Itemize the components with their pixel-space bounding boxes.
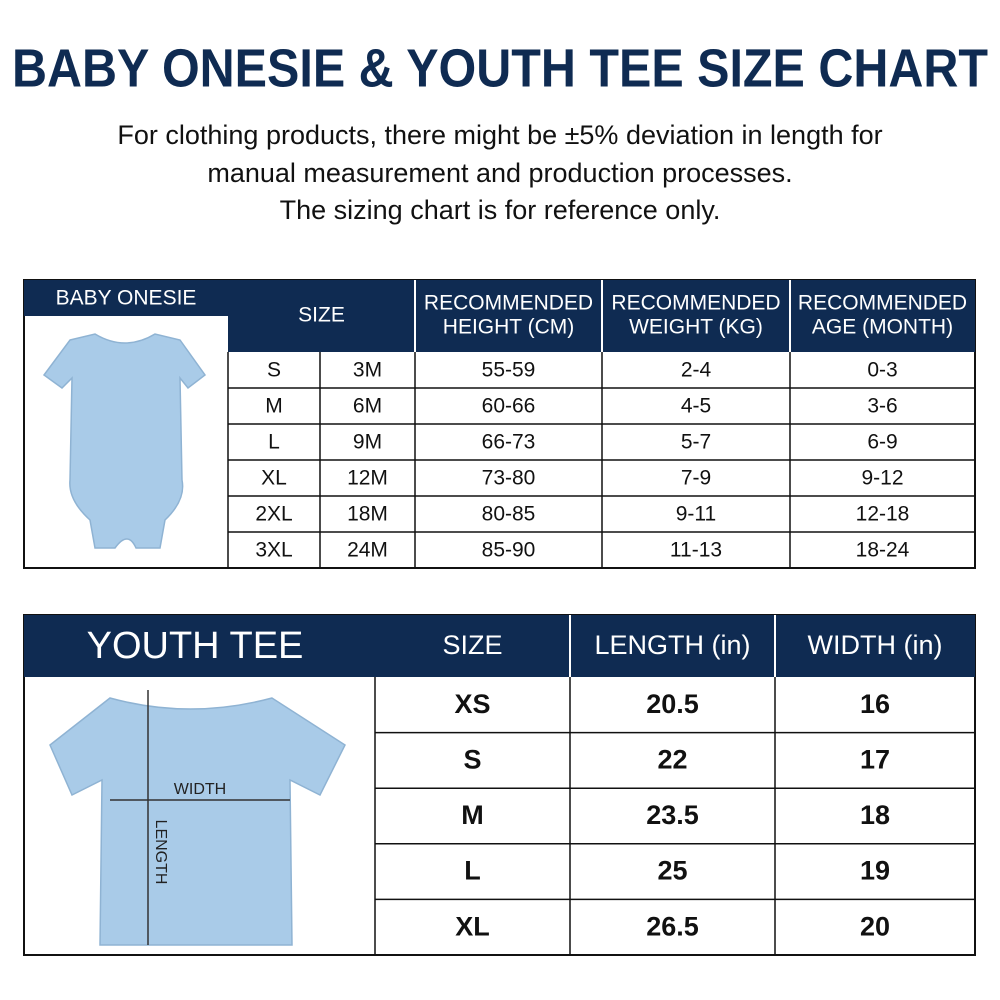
youth-cell: 18 xyxy=(860,800,890,830)
youth-header-bg xyxy=(375,615,975,677)
tee-illustration xyxy=(49,697,346,946)
youth-header: SIZE xyxy=(442,630,502,660)
baby-header: AGE (MONTH) xyxy=(812,316,953,339)
baby-cell: 6-9 xyxy=(867,431,897,454)
youth-cell: 16 xyxy=(860,689,890,719)
youth-cell: L xyxy=(464,856,481,886)
youth-cell: S xyxy=(463,745,481,775)
baby-cell: 85-90 xyxy=(482,539,536,562)
baby-cell: 80-85 xyxy=(482,503,536,526)
baby-cell: 2XL xyxy=(255,503,292,526)
youth-cell: 20.5 xyxy=(646,689,699,719)
baby-cell: 6M xyxy=(353,395,382,418)
baby-cell: 73-80 xyxy=(482,467,536,490)
baby-label: BABY ONESIE xyxy=(56,287,197,310)
baby-cell: 55-59 xyxy=(482,359,536,382)
baby-cell: M xyxy=(265,395,283,418)
youth-label: YOUTH TEE xyxy=(87,625,304,667)
baby-header: RECOMMENDED xyxy=(798,292,967,315)
youth-cell: 25 xyxy=(657,856,687,886)
baby-cell: 60-66 xyxy=(482,395,536,418)
youth-cell: 23.5 xyxy=(646,800,699,830)
baby-cell: 3-6 xyxy=(867,395,897,418)
baby-header: RECOMMENDED xyxy=(424,292,593,315)
youth-header: LENGTH (in) xyxy=(594,630,750,660)
youth-header: WIDTH (in) xyxy=(808,630,943,660)
baby-cell: 0-3 xyxy=(867,359,897,382)
baby-cell: 3M xyxy=(353,359,382,382)
youth-cell: XS xyxy=(454,689,490,719)
baby-cell: 9M xyxy=(353,431,382,454)
baby-cell: 7-9 xyxy=(681,467,711,490)
baby-header: SIZE xyxy=(298,304,345,327)
youth-cell: 17 xyxy=(860,745,890,775)
baby-cell: 2-4 xyxy=(681,359,712,382)
baby-cell: S xyxy=(267,359,281,382)
baby-label-bg xyxy=(24,280,228,316)
baby-cell: 9-11 xyxy=(676,503,716,526)
title: BABY ONESIE & YOUTH TEE SIZE CHART xyxy=(12,38,988,98)
youth-cell: 22 xyxy=(657,745,687,775)
baby-header: HEIGHT (CM) xyxy=(443,316,574,339)
youth-label-bg xyxy=(24,615,375,677)
youth-cell: M xyxy=(461,800,484,830)
youth-cell: 19 xyxy=(860,856,890,886)
baby-header: WEIGHT (KG) xyxy=(629,316,763,339)
baby-cell: 12-18 xyxy=(856,503,910,526)
note-line: The sizing chart is for reference only. xyxy=(280,195,721,225)
youth-cell: XL xyxy=(455,911,490,941)
baby-cell: 4-5 xyxy=(681,395,711,418)
baby-cell: 18-24 xyxy=(856,539,910,562)
baby-header: RECOMMENDED xyxy=(611,292,780,315)
note-line: manual measurement and production proces… xyxy=(207,158,792,188)
onesie-illustration xyxy=(42,333,207,549)
baby-cell: 9-12 xyxy=(861,467,903,490)
youth-cell: 26.5 xyxy=(646,911,699,941)
width-label: WIDTH xyxy=(174,781,226,798)
baby-cell: 11-13 xyxy=(670,539,722,562)
length-label: LENGTH xyxy=(152,820,169,885)
baby-cell: 18M xyxy=(347,503,388,526)
baby-cell: 3XL xyxy=(255,539,292,562)
baby-cell: 24M xyxy=(347,539,388,562)
baby-cell: 66-73 xyxy=(482,431,536,454)
baby-cell: 5-7 xyxy=(681,431,711,454)
baby-cell: 12M xyxy=(347,467,388,490)
baby-cell: L xyxy=(268,431,280,454)
youth-cell: 20 xyxy=(860,911,890,941)
baby-cell: XL xyxy=(261,467,287,490)
note-line: For clothing products, there might be ±5… xyxy=(117,120,882,150)
